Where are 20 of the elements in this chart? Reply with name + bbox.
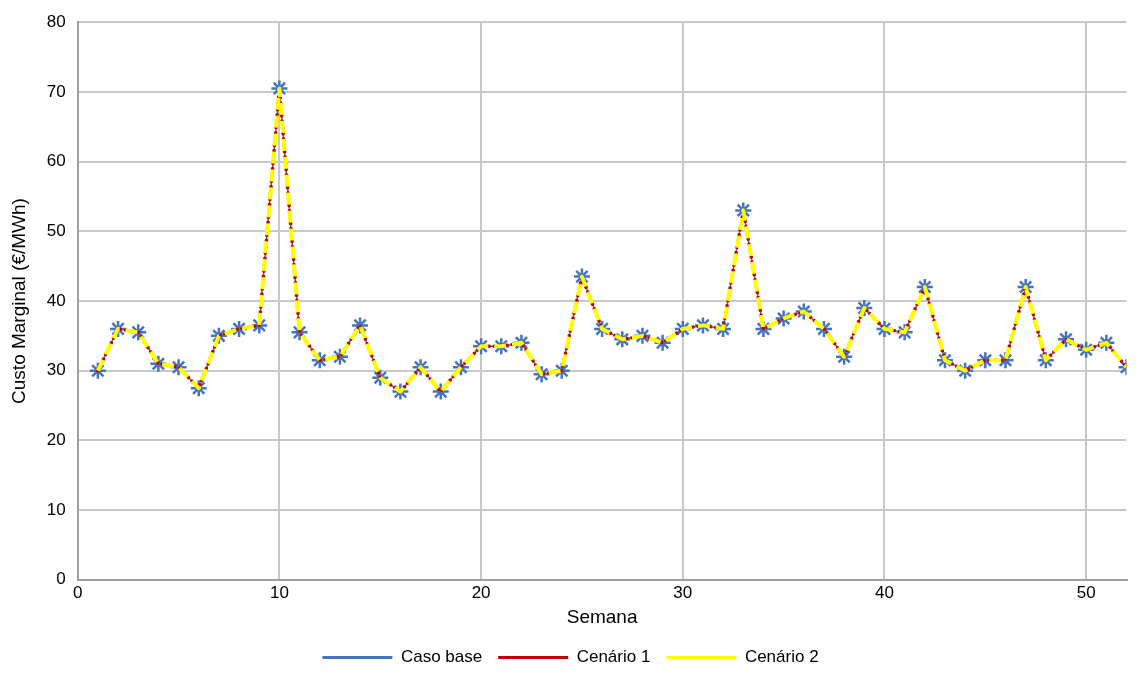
x-tick-label: 10 (269, 582, 289, 602)
legend-label: Caso base (400, 647, 483, 667)
x-axis-title: Semana (566, 605, 638, 627)
y-tick-label: 70 (46, 81, 66, 101)
y-tick-label: 80 (46, 11, 66, 31)
y-tick-label: 30 (46, 360, 66, 380)
y-tick-label: 0 (56, 569, 66, 589)
y-tick-label: 10 (46, 499, 66, 519)
y-axis-title: Custo Marginal (€/MWh) (7, 198, 29, 404)
x-tick-label: 20 (471, 582, 491, 602)
y-tick-label: 20 (46, 430, 66, 450)
x-tick-label: 30 (673, 582, 693, 602)
legend-label: Cenário 1 (576, 647, 651, 667)
x-tick-label: 40 (875, 582, 894, 602)
y-tick-label: 40 (46, 290, 66, 310)
x-tick-label: 0 (72, 582, 83, 602)
legend-label: Cenário 2 (744, 647, 819, 667)
y-tick-label: 50 (46, 220, 66, 240)
x-tick-label: 50 (1076, 582, 1096, 602)
y-tick-label: 60 (46, 151, 66, 171)
